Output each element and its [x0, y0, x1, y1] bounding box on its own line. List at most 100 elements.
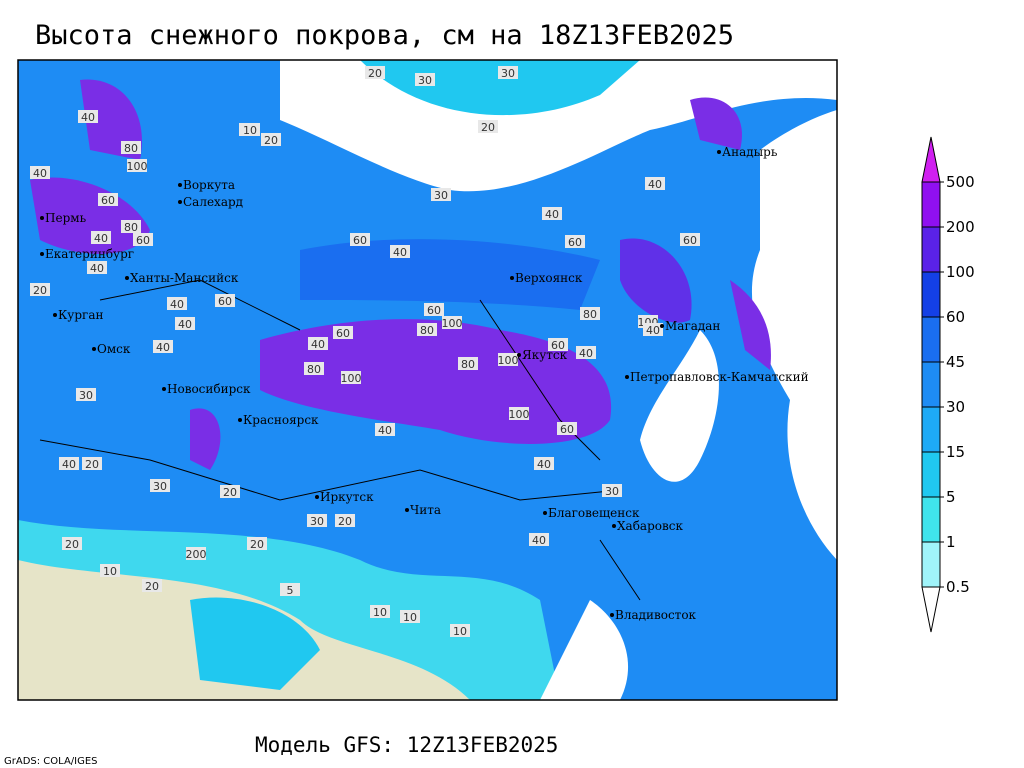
colorbar-segment [921, 271, 941, 318]
city-marker [125, 276, 129, 280]
city-marker [717, 150, 721, 154]
contour-label-box [375, 423, 395, 436]
map [17, 59, 838, 701]
contour-label: 20 [85, 458, 99, 471]
contour-label: 40 [646, 324, 660, 337]
contour-label-box [417, 323, 437, 336]
contour-label-box [450, 624, 470, 637]
colorbar-segment [921, 406, 941, 453]
contour-label-box [127, 159, 147, 172]
map-labels: 2030302010204080100406080604040406040204… [30, 66, 809, 638]
city-label: Воркута [183, 178, 235, 192]
contour-label: 60 [683, 234, 697, 247]
contour-label: 80 [307, 363, 321, 376]
contour-label: 20 [481, 121, 495, 134]
colorbar-label: 500 [946, 173, 975, 191]
contour-label: 60 [568, 236, 582, 249]
contour-label: 40 [33, 167, 47, 180]
contour-label: 100 [509, 408, 530, 421]
colorbar-arrow [921, 586, 941, 633]
pacific-ocean [751, 110, 837, 560]
city-label: Салехард [183, 195, 243, 209]
contour-label-box [498, 353, 518, 366]
colorbar-label: 1 [946, 533, 956, 551]
contour-label-box [509, 407, 529, 420]
contour-label-box [400, 610, 420, 623]
contour-label-box [280, 583, 300, 596]
contour-label: 20 [368, 67, 382, 80]
city-marker [610, 613, 614, 617]
low-snow-area [190, 597, 320, 690]
colorbar-label: 200 [946, 218, 975, 236]
contour-label-box [370, 605, 390, 618]
contour-label: 40 [378, 424, 392, 437]
city-label: Красноярск [243, 413, 319, 427]
contour-label-box [308, 337, 328, 350]
sea-of-japan [540, 600, 629, 700]
contour-label: 100 [498, 354, 519, 367]
contour-label-box [215, 294, 235, 307]
contour-label: 100 [442, 317, 463, 330]
colorbar-segment [921, 316, 941, 363]
contour-label: 30 [153, 480, 167, 493]
contour-label-box [30, 283, 50, 296]
deep-snow-area [620, 238, 692, 323]
city-label: Новосибирск [167, 382, 251, 396]
contour-label-box [133, 233, 153, 246]
contour-label: 100 [341, 372, 362, 385]
contour-label-box [365, 66, 385, 79]
contour-label: 40 [156, 341, 170, 354]
contour-label: 80 [461, 358, 475, 371]
contour-label-box [307, 514, 327, 527]
contour-label-box [529, 533, 549, 546]
city-marker [315, 495, 319, 499]
city-label: Анадырь [722, 145, 778, 159]
contour-label: 60 [353, 234, 367, 247]
city-marker [510, 276, 514, 280]
colorbar-label: 45 [946, 353, 965, 371]
city-label: Ханты-Мансийск [130, 271, 239, 285]
contour-label-box [240, 123, 260, 136]
contour-label-box [478, 120, 498, 133]
contour-label-box [98, 193, 118, 206]
city-label: Курган [58, 308, 103, 322]
contour-label-box [580, 307, 600, 320]
colorbar-label: 15 [946, 443, 965, 461]
contour-label-box [458, 357, 478, 370]
footer: Модель GFS: 12Z13FEB2025 [255, 733, 558, 757]
contour-label-box [167, 297, 187, 310]
contour-label: 80 [124, 142, 138, 155]
city-marker [238, 418, 242, 422]
contour-label-box [121, 220, 141, 233]
city-label: Владивосток [615, 608, 697, 622]
contour-label: 5 [287, 584, 294, 597]
city-marker [53, 313, 57, 317]
contour-label: 40 [393, 246, 407, 259]
city-marker [40, 216, 44, 220]
contour-label-box [645, 177, 665, 190]
contour-label: 30 [310, 515, 324, 528]
contour-label: 20 [65, 538, 79, 551]
contour-label: 30 [434, 189, 448, 202]
contour-label-box [333, 326, 353, 339]
contour-label-box [431, 188, 451, 201]
contour-label-box [542, 207, 562, 220]
deep-snow-area [730, 280, 771, 370]
city-label: Благовещенск [548, 506, 640, 520]
contour-label: 60 [336, 327, 350, 340]
colorbar-segment [921, 226, 941, 273]
contour-label-box [76, 388, 96, 401]
contour-label: 10 [403, 611, 417, 624]
deep-snow-area [690, 97, 742, 150]
contour-label-box [100, 564, 120, 577]
city-label: Верхоянск [515, 271, 583, 285]
contour-label-box [247, 537, 267, 550]
city-marker [660, 324, 664, 328]
contour-label-box [548, 338, 568, 351]
contour-label: 10 [373, 606, 387, 619]
contour-label: 40 [648, 178, 662, 191]
contour-label-box [680, 233, 700, 246]
city-label: Омск [97, 342, 131, 356]
contour-label-box [335, 514, 355, 527]
